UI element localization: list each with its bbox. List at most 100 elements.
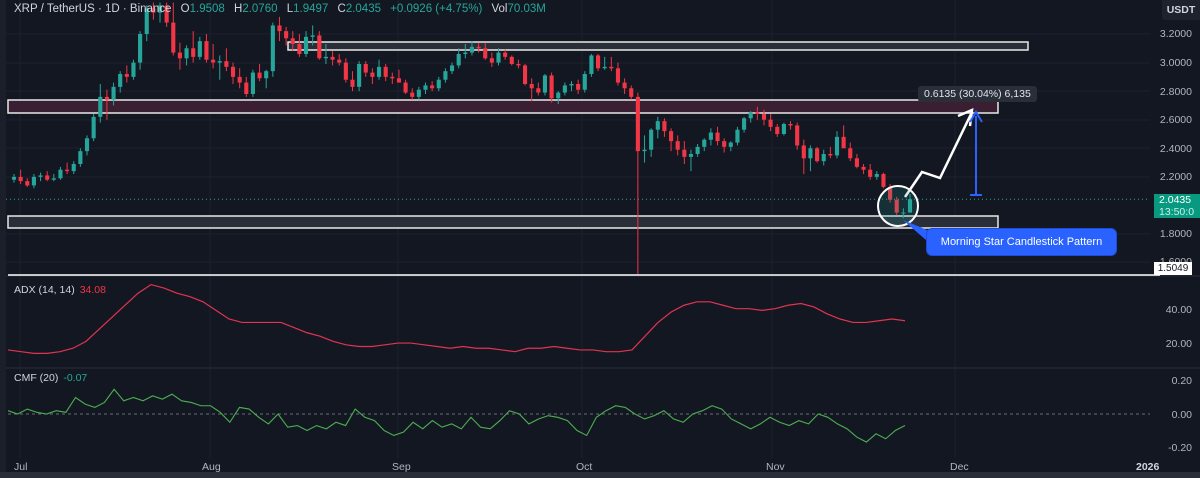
candle-body [463, 52, 468, 55]
price-tick: 2.6000 [1159, 114, 1192, 126]
support-zone [7, 215, 999, 229]
candle-body [821, 154, 826, 162]
candle-body [682, 149, 687, 157]
candle-body [649, 129, 654, 150]
candle-body [297, 44, 302, 55]
candle-body [788, 124, 793, 126]
candle-body [403, 82, 408, 93]
candle-body [469, 46, 475, 53]
candle-body [808, 148, 813, 159]
cmf-legend[interactable]: CMF (20) -0.07 [14, 372, 88, 384]
low-price-tag: 1.5049 [1154, 262, 1192, 275]
change-value: +0.0926 (+4.75%) [390, 3, 483, 15]
price-tick: 2.8000 [1159, 86, 1192, 98]
candle-body [410, 92, 415, 97]
candle-body [270, 25, 275, 72]
candle-body [496, 52, 501, 63]
x-tick: Oct [576, 461, 593, 473]
candle-body [423, 85, 428, 90]
candle-body [894, 199, 899, 213]
candle-body [317, 35, 322, 59]
candle-body [383, 66, 388, 77]
candle-body [25, 181, 30, 186]
candle-body [562, 85, 567, 93]
price-range-measure[interactable]: 0.6135 (30.04%) 6,135 [918, 86, 1037, 102]
candle-body [363, 64, 368, 73]
candle-body [861, 166, 866, 170]
candle-body [118, 74, 123, 87]
candle-body [728, 142, 733, 147]
candle-body [184, 48, 189, 59]
candle-body [868, 169, 873, 177]
candle-body [164, 5, 169, 23]
candle-body [197, 41, 202, 57]
x-tick: Dec [950, 461, 969, 473]
candle-body [476, 46, 481, 49]
candle-body [761, 114, 767, 120]
bar-countdown: 13:50:0 [1159, 206, 1195, 218]
x-tick: Nov [766, 461, 785, 473]
candle-body [536, 88, 541, 93]
candle-body [390, 76, 395, 79]
morning-star-callout[interactable]: Morning Star Candlestick Pattern [927, 229, 1116, 255]
candle-body [284, 31, 289, 39]
candle-body [224, 61, 229, 67]
pattern-highlight-circle [877, 185, 919, 227]
candle-body [204, 41, 209, 60]
cmf-tick: 0.00 [1171, 409, 1192, 421]
candle-body [815, 148, 820, 162]
candle-body [131, 62, 136, 77]
candle-body [589, 55, 594, 75]
candle-body [708, 132, 713, 140]
candle-body [556, 92, 561, 99]
candle-body [177, 52, 182, 59]
candle-body [675, 141, 680, 150]
candle-body [529, 84, 534, 89]
candle-body [781, 124, 786, 135]
high-value: 2.0760 [242, 3, 278, 15]
candle-body [376, 66, 382, 77]
candle-body [489, 58, 494, 63]
candle-body [907, 199, 913, 213]
candle-body [834, 136, 840, 156]
candle-body [522, 65, 528, 85]
candle-body [111, 86, 116, 100]
candle-body [244, 82, 249, 95]
candle-body [549, 75, 554, 99]
volume-value: 70.03M [507, 3, 546, 15]
candle-body [357, 64, 362, 87]
projection-arrow [903, 111, 974, 198]
resistance-zone-upper [287, 41, 1029, 51]
adx-legend[interactable]: ADX (14, 14) 34.08 [14, 284, 106, 296]
resistance-zone [7, 99, 999, 114]
adx-line [7, 283, 906, 354]
candle-body [609, 66, 614, 69]
candle-body [98, 96, 103, 117]
candle-body [688, 154, 694, 157]
candle-body [65, 169, 70, 172]
price-tick: 2.4000 [1159, 143, 1192, 155]
candle-body [801, 145, 806, 159]
candle-body [722, 141, 727, 147]
candle-body [264, 71, 269, 79]
x-tick: 2026 [1136, 461, 1160, 473]
candle-body [91, 116, 96, 139]
candle-body [795, 125, 800, 146]
candle-body [191, 48, 196, 57]
candle-body [104, 96, 109, 100]
symbol-header: XRP / TetherUS · 1D · Binance O1.9508 H2… [14, 3, 546, 15]
cmf-value: -0.07 [63, 372, 88, 384]
price-tick: 2.2000 [1159, 171, 1192, 183]
symbol-title[interactable]: XRP / TetherUS · 1D · Binance [14, 3, 172, 15]
candle-body [443, 71, 448, 80]
x-tick: Jul [14, 461, 28, 473]
candle-body [642, 149, 647, 152]
low-value: 1.9497 [293, 3, 329, 15]
callout-pointer [903, 220, 932, 240]
price-tick: 1.6000 [1159, 256, 1192, 262]
candle-body [576, 84, 581, 90]
currency-button[interactable]: USDT [1162, 0, 1200, 20]
measure-arrow-icon [969, 110, 983, 123]
bottom-scrollbar[interactable] [0, 472, 1200, 478]
